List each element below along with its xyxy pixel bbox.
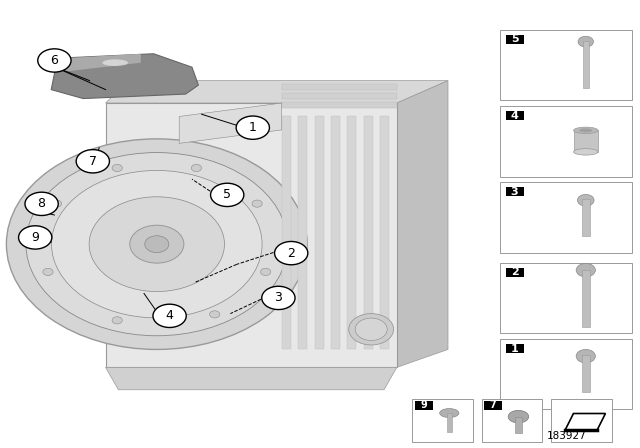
Text: 5: 5	[511, 34, 518, 44]
Polygon shape	[64, 54, 141, 72]
Ellipse shape	[508, 410, 529, 423]
Bar	[506, 268, 524, 277]
Ellipse shape	[355, 318, 387, 340]
Text: 6: 6	[51, 54, 58, 67]
Bar	[582, 270, 589, 327]
Bar	[515, 417, 522, 433]
Bar	[506, 111, 524, 120]
Bar	[282, 84, 397, 90]
Bar	[582, 199, 589, 236]
Bar	[484, 401, 502, 409]
Text: 1: 1	[511, 344, 518, 353]
Circle shape	[275, 241, 308, 265]
Polygon shape	[565, 414, 605, 430]
Text: 5: 5	[223, 188, 231, 202]
Polygon shape	[42, 195, 74, 269]
Text: 3: 3	[275, 291, 282, 305]
Polygon shape	[179, 103, 282, 143]
Polygon shape	[106, 81, 448, 103]
Bar	[500, 182, 632, 253]
Bar	[500, 106, 632, 177]
Bar	[314, 116, 324, 349]
Bar	[298, 116, 307, 349]
Bar	[506, 344, 524, 353]
Text: 2: 2	[287, 246, 295, 260]
Circle shape	[130, 225, 184, 263]
Bar	[412, 399, 474, 442]
Ellipse shape	[349, 314, 394, 345]
Text: 4: 4	[166, 309, 173, 323]
Bar	[282, 102, 397, 108]
Bar	[380, 116, 389, 349]
Bar	[447, 413, 452, 432]
Circle shape	[25, 192, 58, 215]
Text: 4: 4	[511, 111, 518, 121]
Bar	[331, 116, 340, 349]
Bar	[500, 263, 632, 333]
Text: 1: 1	[249, 121, 257, 134]
Text: 7: 7	[89, 155, 97, 168]
Bar	[482, 399, 543, 442]
Circle shape	[236, 116, 269, 139]
Circle shape	[112, 317, 122, 324]
Bar	[506, 35, 524, 44]
Text: 7: 7	[490, 400, 497, 410]
Bar	[348, 116, 356, 349]
Circle shape	[252, 200, 262, 207]
Polygon shape	[397, 81, 448, 367]
Ellipse shape	[579, 129, 593, 132]
Circle shape	[26, 153, 287, 336]
Circle shape	[52, 170, 262, 318]
Circle shape	[260, 268, 271, 276]
Circle shape	[191, 164, 202, 172]
Ellipse shape	[573, 127, 598, 134]
Ellipse shape	[440, 409, 459, 418]
Circle shape	[145, 236, 169, 253]
Bar	[573, 130, 598, 152]
Bar	[415, 401, 433, 409]
Circle shape	[576, 349, 595, 363]
Circle shape	[576, 263, 595, 277]
Text: 8: 8	[38, 197, 45, 211]
Bar	[500, 339, 632, 409]
Circle shape	[262, 286, 295, 310]
Circle shape	[153, 304, 186, 327]
Circle shape	[19, 226, 52, 249]
Circle shape	[6, 139, 307, 349]
Bar	[500, 30, 632, 100]
Polygon shape	[106, 367, 397, 390]
Ellipse shape	[102, 59, 128, 66]
Circle shape	[51, 200, 61, 207]
Circle shape	[112, 164, 122, 172]
Polygon shape	[51, 54, 198, 99]
Text: 9: 9	[420, 400, 428, 410]
Bar	[106, 103, 397, 367]
Circle shape	[43, 268, 53, 276]
Circle shape	[578, 36, 593, 47]
Bar	[506, 187, 524, 196]
Text: 2: 2	[511, 267, 518, 277]
Bar	[364, 116, 373, 349]
Bar	[282, 116, 291, 349]
Text: 9: 9	[31, 231, 39, 244]
Circle shape	[209, 311, 220, 318]
Circle shape	[38, 49, 71, 72]
Ellipse shape	[573, 149, 598, 155]
Circle shape	[577, 194, 594, 206]
Circle shape	[76, 150, 109, 173]
Bar	[282, 93, 397, 99]
Bar	[582, 355, 589, 392]
Text: 183927: 183927	[547, 431, 586, 441]
Circle shape	[211, 183, 244, 207]
Bar	[582, 41, 589, 88]
Circle shape	[89, 197, 225, 292]
Bar	[550, 399, 612, 442]
Text: 3: 3	[511, 187, 518, 197]
